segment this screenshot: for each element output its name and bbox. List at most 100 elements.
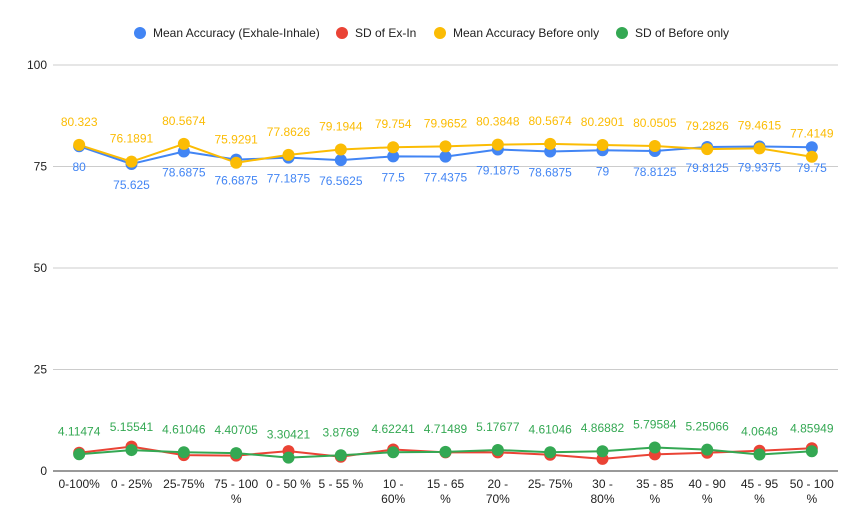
x-tick-label-line: 45 - 95 [741, 477, 779, 491]
data-label: 80 [72, 160, 86, 174]
data-point[interactable] [544, 137, 557, 150]
data-point[interactable] [387, 141, 400, 154]
data-label: 79.8125 [685, 161, 729, 175]
data-label: 79.9652 [424, 116, 468, 130]
x-tick-label: 10 -60% [381, 477, 405, 506]
data-point[interactable] [73, 448, 86, 461]
data-label: 76.6875 [214, 174, 258, 188]
legend-entry-0[interactable]: Mean Accuracy (Exhale-Inhale) [134, 26, 320, 40]
data-point[interactable] [544, 446, 557, 459]
data-label: 79 [596, 164, 610, 178]
x-tick-label-line: % [702, 492, 713, 506]
legend-label-3: SD of Before only [635, 26, 729, 40]
data-point[interactable] [648, 441, 661, 454]
x-tick-label-line: % [649, 492, 660, 506]
data-point[interactable] [805, 150, 818, 163]
x-tick-label-line: 80% [590, 492, 614, 506]
x-tick-label-line: 30 - [592, 477, 613, 491]
data-point[interactable] [230, 447, 243, 460]
data-label: 77.4149 [790, 127, 834, 141]
data-label: 79.1875 [476, 163, 520, 177]
data-label: 3.8769 [322, 425, 359, 439]
data-label: 80.5674 [162, 114, 206, 128]
data-label: 4.85949 [790, 421, 834, 435]
data-point[interactable] [282, 451, 295, 464]
data-label: 79.1944 [319, 119, 363, 133]
data-point[interactable] [805, 141, 818, 154]
x-axis: 0-100% 0 - 25% 25-75% 75 - 100 % 0 - 50 % 5 - … [58, 477, 834, 506]
data-point[interactable] [753, 448, 766, 461]
x-tick-label-line: 10 - [383, 477, 404, 491]
data-label: 78.6875 [162, 166, 206, 180]
data-label: 77.4375 [424, 171, 468, 185]
data-point[interactable] [596, 445, 609, 458]
data-labels: 80 75.625 78.6875 76.6875 77.1875 76.5625 77.5… [58, 114, 834, 442]
data-label: 76.5625 [319, 174, 363, 188]
x-tick-label-line: % [754, 492, 765, 506]
data-label: 4.61046 [528, 422, 572, 436]
data-point[interactable] [73, 138, 86, 151]
data-point[interactable] [439, 445, 452, 458]
data-point[interactable] [387, 446, 400, 459]
data-label: 79.754 [375, 117, 412, 131]
data-label: 4.62241 [371, 422, 415, 436]
data-label: 4.61046 [162, 422, 206, 436]
data-label: 4.71489 [424, 422, 468, 436]
data-point[interactable] [125, 155, 138, 168]
data-label: 77.1875 [267, 172, 311, 186]
data-point[interactable] [701, 443, 714, 456]
y-tick-label: 100 [27, 58, 47, 72]
data-point[interactable] [177, 137, 190, 150]
data-label: 5.25066 [685, 420, 729, 434]
data-label: 79.9375 [738, 160, 782, 174]
legend-label-2: Mean Accuracy Before only [453, 26, 599, 40]
x-tick-label: 75 - 100% [214, 477, 258, 506]
data-point[interactable] [230, 156, 243, 169]
data-point[interactable] [282, 148, 295, 161]
data-point[interactable] [125, 444, 138, 457]
data-point[interactable] [334, 143, 347, 156]
data-point[interactable] [177, 446, 190, 459]
x-tick-label-line: 75 - 100 [214, 477, 258, 491]
data-point[interactable] [648, 139, 661, 152]
data-point[interactable] [596, 139, 609, 152]
data-point[interactable] [439, 150, 452, 163]
data-label: 5.79584 [633, 417, 677, 431]
legend-label-1: SD of Ex-In [355, 26, 416, 40]
data-point[interactable] [805, 445, 818, 458]
y-tick-label: 0 [40, 464, 47, 478]
data-point[interactable] [491, 443, 504, 456]
x-tick-label-line: 35 - 85 [636, 477, 674, 491]
legend-entry-3[interactable]: SD of Before only [616, 26, 729, 40]
legend-entry-1[interactable]: SD of Ex-In [336, 26, 416, 40]
data-label: 79.4615 [738, 118, 782, 132]
x-tick-label: 15 - 65% [427, 477, 465, 506]
x-tick-label: 20 -70% [486, 477, 510, 506]
data-label: 4.11474 [58, 424, 101, 438]
series-lines [78, 142, 812, 460]
data-point[interactable] [334, 449, 347, 462]
data-point[interactable] [701, 143, 714, 156]
legend-marker-2 [434, 27, 446, 39]
x-tick-label: 45 - 95% [741, 477, 779, 506]
data-label: 78.8125 [633, 165, 677, 179]
data-label: 80.323 [61, 115, 98, 129]
x-tick-label-line: 0 - 50 % [266, 477, 311, 491]
x-tick-label-line: % [440, 492, 451, 506]
data-point[interactable] [491, 138, 504, 151]
data-label: 80.2901 [581, 115, 625, 129]
data-point[interactable] [439, 140, 452, 153]
x-tick-label: 50 - 100% [790, 477, 834, 506]
x-tick-label: 0 - 25% [111, 477, 153, 491]
data-label: 76.1891 [110, 132, 154, 146]
x-tick-label-line: 60% [381, 492, 405, 506]
x-tick-label-line: 40 - 90 [688, 477, 726, 491]
legend-marker-1 [336, 27, 348, 39]
x-tick-label-line: % [231, 492, 242, 506]
data-point[interactable] [753, 142, 766, 155]
x-tick-label-line: 5 - 55 % [318, 477, 363, 491]
legend-entry-2[interactable]: Mean Accuracy Before only [434, 26, 599, 40]
data-point[interactable] [387, 150, 400, 163]
data-point[interactable] [334, 154, 347, 167]
